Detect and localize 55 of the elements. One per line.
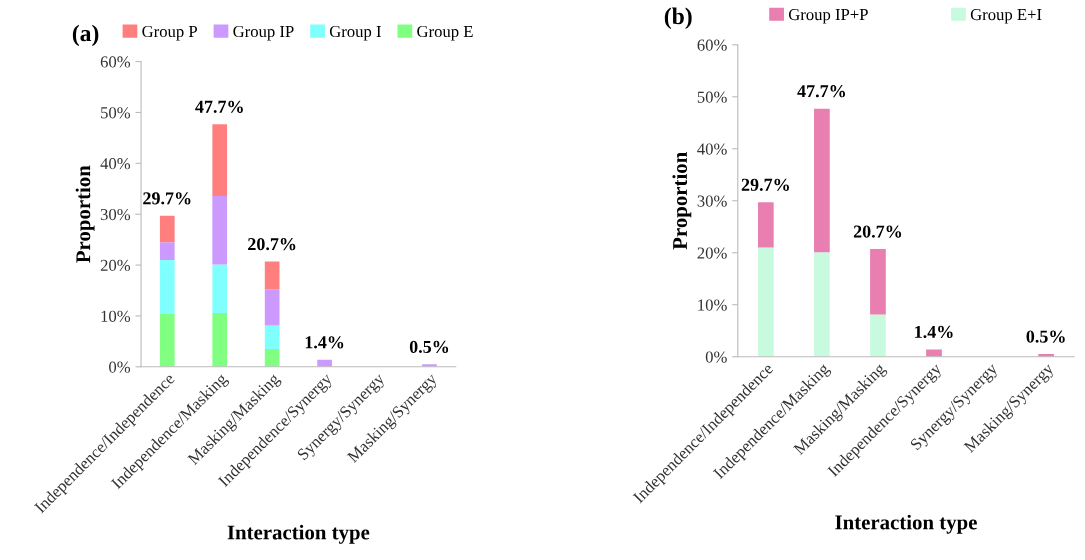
bar xyxy=(870,249,886,315)
total-label: 1.4% xyxy=(915,325,953,339)
x-axis-title: Interaction type xyxy=(835,514,977,534)
y-tick-label: 0% xyxy=(705,351,727,363)
legend-label: Group IP xyxy=(233,25,294,41)
total-label: 47.7% xyxy=(797,85,846,98)
legend-label: Group IP+P xyxy=(788,8,868,24)
bar xyxy=(814,252,830,357)
y-tick-label: 10% xyxy=(101,310,131,322)
bar xyxy=(926,349,942,357)
bar xyxy=(264,261,280,290)
y-tick-label: 60% xyxy=(697,39,727,51)
total-label: 20.7% xyxy=(853,225,902,238)
bar xyxy=(757,202,774,248)
legend-label: Group I xyxy=(329,25,381,41)
bar xyxy=(159,242,175,260)
chart-title: (a) xyxy=(72,24,99,47)
bar xyxy=(212,264,228,313)
y-axis-title: Proportion xyxy=(75,165,95,263)
total-label: 0.5% xyxy=(1026,330,1065,343)
total-label: 29.7% xyxy=(143,192,191,205)
total-label: 1.4% xyxy=(305,336,344,349)
bar xyxy=(870,314,886,357)
legend-label: Group E xyxy=(417,25,473,41)
bar xyxy=(757,247,774,357)
y-tick-label: 50% xyxy=(101,107,131,119)
x-axis-title: Interaction type xyxy=(227,524,370,544)
bar xyxy=(159,259,175,314)
total-label: 0.5% xyxy=(409,340,449,354)
bar xyxy=(264,325,280,349)
bar xyxy=(212,124,228,196)
bar xyxy=(264,289,280,326)
y-tick-label: 20% xyxy=(100,259,131,272)
bar xyxy=(814,108,830,253)
legend-label: Group E+I xyxy=(970,8,1042,24)
bar xyxy=(212,312,228,367)
total-label: 47.7% xyxy=(195,100,243,113)
bar xyxy=(264,349,280,367)
total-label: 29.7% xyxy=(741,178,789,191)
chart-title: (b) xyxy=(664,7,692,30)
bar xyxy=(159,215,175,243)
y-tick-label: 30% xyxy=(100,208,131,221)
y-tick-label: 60% xyxy=(100,56,131,68)
y-tick-label: 50% xyxy=(697,91,727,103)
y-tick-label: 40% xyxy=(100,158,131,170)
y-tick-label: 20% xyxy=(697,247,727,259)
y-tick-label: 0% xyxy=(109,361,131,373)
y-tick-label: 10% xyxy=(698,299,727,311)
bar xyxy=(212,195,228,265)
total-label: 20.7% xyxy=(248,238,296,251)
y-tick-label: 40% xyxy=(697,143,727,155)
y-tick-label: 30% xyxy=(697,195,727,207)
bar xyxy=(159,313,175,367)
legend-label: Group P xyxy=(142,25,197,41)
y-axis-title: Proportion xyxy=(672,152,692,250)
